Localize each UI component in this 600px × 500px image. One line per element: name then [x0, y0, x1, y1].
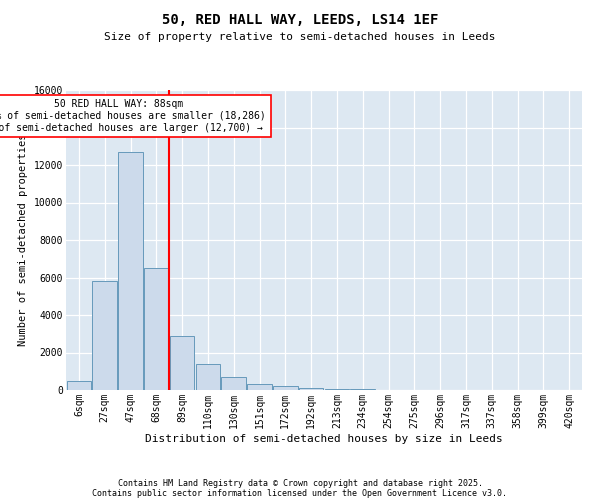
Bar [170, 336, 194, 390]
Bar [118, 152, 143, 390]
Y-axis label: Number of semi-detached properties: Number of semi-detached properties [18, 134, 28, 346]
Bar [196, 364, 220, 390]
Text: Contains HM Land Registry data © Crown copyright and database right 2025.: Contains HM Land Registry data © Crown c… [118, 478, 482, 488]
Bar [144, 268, 169, 390]
Text: 50, RED HALL WAY, LEEDS, LS14 1EF: 50, RED HALL WAY, LEEDS, LS14 1EF [162, 12, 438, 26]
X-axis label: Distribution of semi-detached houses by size in Leeds: Distribution of semi-detached houses by … [145, 434, 503, 444]
Bar [325, 389, 349, 390]
Bar [247, 384, 272, 390]
Text: Size of property relative to semi-detached houses in Leeds: Size of property relative to semi-detach… [104, 32, 496, 42]
Bar [221, 377, 246, 390]
Bar [67, 380, 91, 390]
Bar [92, 281, 117, 390]
Text: Contains public sector information licensed under the Open Government Licence v3: Contains public sector information licen… [92, 488, 508, 498]
Bar [273, 386, 298, 390]
Bar [299, 388, 323, 390]
Text: 50 RED HALL WAY: 88sqm
← 58% of semi-detached houses are smaller (18,286)
40% of: 50 RED HALL WAY: 88sqm ← 58% of semi-det… [0, 100, 266, 132]
